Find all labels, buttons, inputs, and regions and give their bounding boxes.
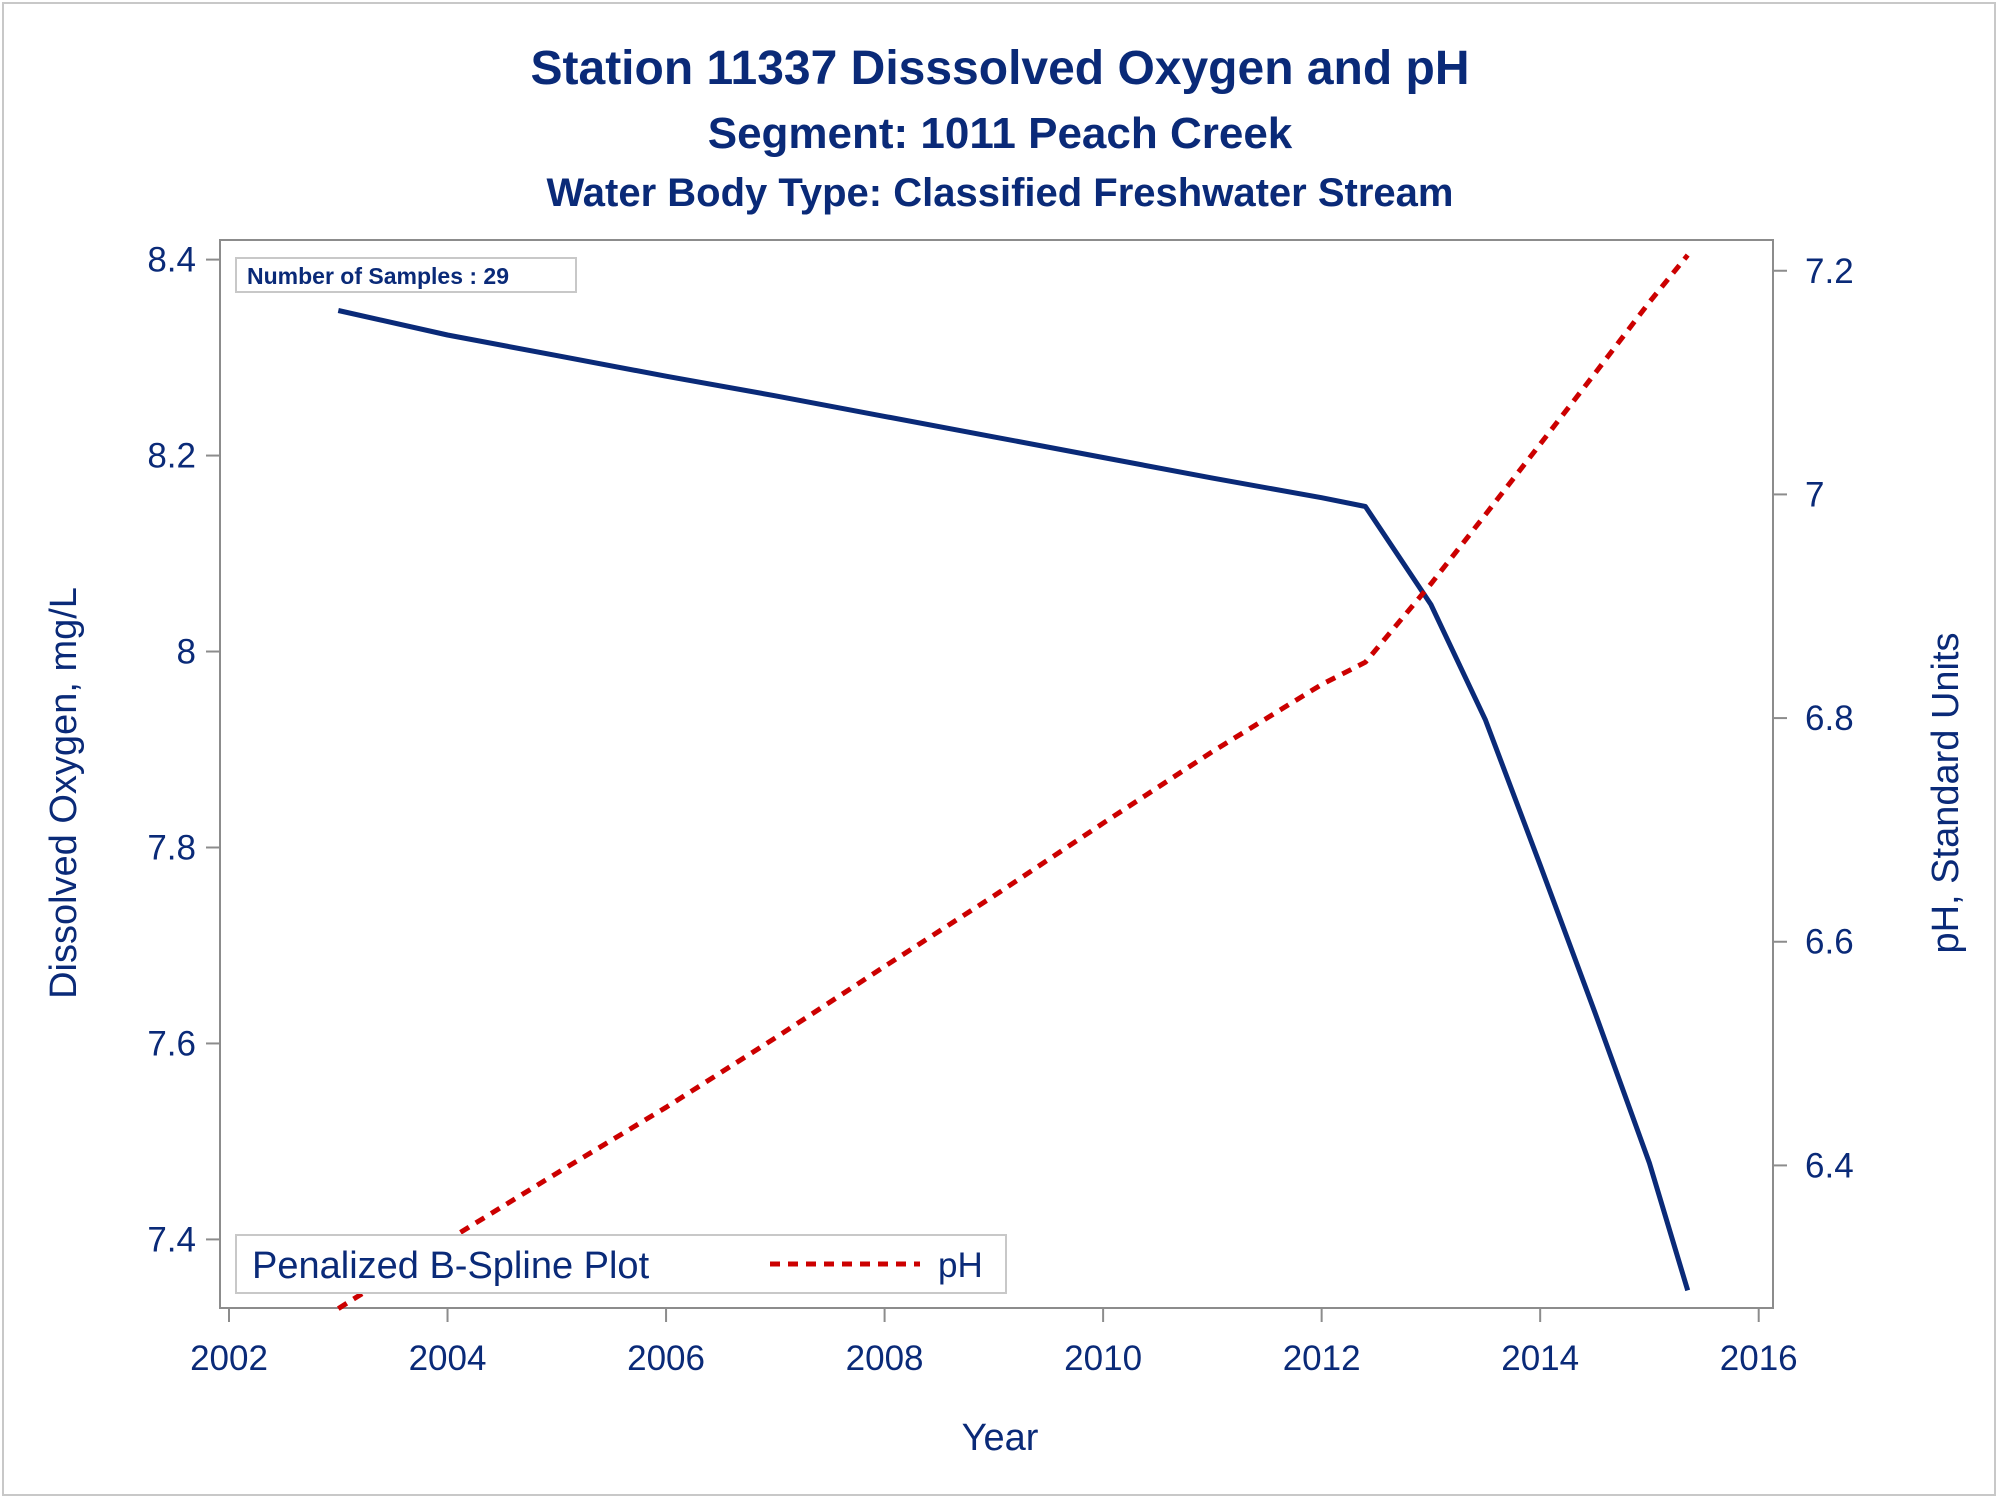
legend: Penalized B-Spline Plot pH xyxy=(235,1234,1007,1294)
x-tick-label: 2002 xyxy=(190,1339,268,1378)
dissolved-oxygen-line xyxy=(337,308,1691,1292)
x-tick-label: 2006 xyxy=(627,1339,705,1378)
y-tick-label: 8.2 xyxy=(147,437,196,476)
y2-tick-label: 7 xyxy=(1805,475,1824,514)
y-tick-label: 7.4 xyxy=(147,1220,196,1259)
y-tick-label: 7.8 xyxy=(147,828,196,867)
series-layer xyxy=(336,253,1691,1311)
y-axis-left: 7.4 7.6 7.8 8 8.2 8.4 xyxy=(147,241,220,1259)
y2-tick-label: 6.8 xyxy=(1805,699,1854,738)
x-tick-label: 2004 xyxy=(409,1339,487,1378)
sample-count-inset: Number of Samples : 29 xyxy=(235,257,577,293)
legend-title: Penalized B-Spline Plot xyxy=(252,1245,650,1287)
y2-tick-label: 6.6 xyxy=(1805,923,1854,962)
plot-area xyxy=(219,239,1774,1309)
y-tick-label: 8 xyxy=(177,633,196,672)
sample-count-label: Number of Samples : 29 xyxy=(247,263,509,289)
x-tick-label: 2008 xyxy=(846,1339,924,1378)
x-axis: 2002 2004 2006 2008 2010 2012 2014 2016 xyxy=(190,1308,1798,1378)
y-tick-label: 7.6 xyxy=(147,1024,196,1063)
legend-label-ph: pH xyxy=(938,1246,983,1285)
y-tick-label: 8.4 xyxy=(147,241,196,280)
y2-tick-label: 7.2 xyxy=(1805,252,1854,291)
y-axis-right: 6.4 6.6 6.8 7 7.2 xyxy=(1773,252,1854,1185)
legend-box xyxy=(235,1234,1007,1294)
x-tick-label: 2012 xyxy=(1283,1339,1361,1378)
chart-subtitle-2: Water Body Type: Classified Freshwater S… xyxy=(547,171,1454,215)
y-axis-label: Dissolved Oxygen, mg/L xyxy=(43,587,85,999)
y2-tick-label: 6.4 xyxy=(1805,1146,1854,1185)
x-axis-label: Year xyxy=(962,1417,1039,1459)
ph-line xyxy=(336,253,1690,1311)
x-tick-label: 2014 xyxy=(1501,1339,1579,1378)
x-tick-label: 2016 xyxy=(1720,1339,1798,1378)
chart-subtitle: Segment: 1011 Peach Creek xyxy=(708,109,1293,158)
y2-axis-label: pH, Standard Units xyxy=(1925,632,1967,953)
chart-title: Station 11337 Disssolved Oxygen and pH xyxy=(531,42,1470,95)
x-tick-label: 2010 xyxy=(1064,1339,1142,1378)
